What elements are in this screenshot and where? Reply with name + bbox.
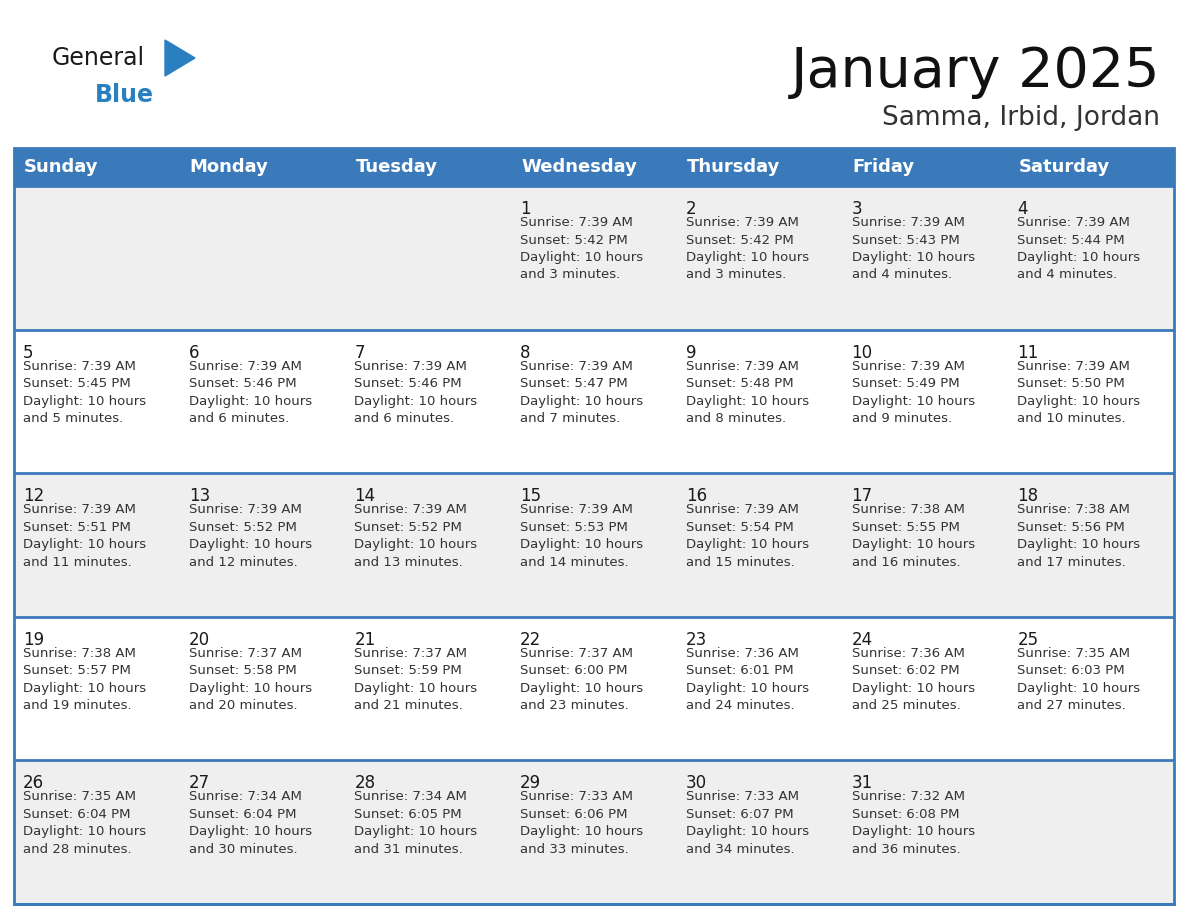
- Text: Sunrise: 7:34 AM
Sunset: 6:05 PM
Daylight: 10 hours
and 31 minutes.: Sunrise: 7:34 AM Sunset: 6:05 PM Dayligh…: [354, 790, 478, 856]
- Text: Sunrise: 7:39 AM
Sunset: 5:45 PM
Daylight: 10 hours
and 5 minutes.: Sunrise: 7:39 AM Sunset: 5:45 PM Dayligh…: [23, 360, 146, 425]
- Text: 19: 19: [23, 631, 44, 649]
- Text: Sunrise: 7:39 AM
Sunset: 5:47 PM
Daylight: 10 hours
and 7 minutes.: Sunrise: 7:39 AM Sunset: 5:47 PM Dayligh…: [520, 360, 643, 425]
- Text: 26: 26: [23, 775, 44, 792]
- Text: General: General: [52, 46, 145, 70]
- Text: Sunrise: 7:39 AM
Sunset: 5:51 PM
Daylight: 10 hours
and 11 minutes.: Sunrise: 7:39 AM Sunset: 5:51 PM Dayligh…: [23, 503, 146, 568]
- Text: 2: 2: [685, 200, 696, 218]
- Text: Blue: Blue: [95, 83, 154, 107]
- Text: 24: 24: [852, 631, 873, 649]
- Text: 30: 30: [685, 775, 707, 792]
- Polygon shape: [165, 40, 195, 76]
- Text: Sunrise: 7:37 AM
Sunset: 5:59 PM
Daylight: 10 hours
and 21 minutes.: Sunrise: 7:37 AM Sunset: 5:59 PM Dayligh…: [354, 647, 478, 712]
- Bar: [677, 148, 842, 186]
- Bar: [14, 617, 1174, 760]
- Text: Sunrise: 7:36 AM
Sunset: 6:01 PM
Daylight: 10 hours
and 24 minutes.: Sunrise: 7:36 AM Sunset: 6:01 PM Dayligh…: [685, 647, 809, 712]
- Text: 31: 31: [852, 775, 873, 792]
- Text: Sunrise: 7:38 AM
Sunset: 5:56 PM
Daylight: 10 hours
and 17 minutes.: Sunrise: 7:38 AM Sunset: 5:56 PM Dayligh…: [1017, 503, 1140, 568]
- Text: 8: 8: [520, 343, 531, 362]
- Text: Sunrise: 7:39 AM
Sunset: 5:42 PM
Daylight: 10 hours
and 3 minutes.: Sunrise: 7:39 AM Sunset: 5:42 PM Dayligh…: [685, 216, 809, 282]
- Bar: [346, 148, 511, 186]
- Text: 17: 17: [852, 487, 873, 505]
- Text: 23: 23: [685, 631, 707, 649]
- Text: 14: 14: [354, 487, 375, 505]
- Text: 5: 5: [23, 343, 33, 362]
- Text: 29: 29: [520, 775, 542, 792]
- Text: 20: 20: [189, 631, 210, 649]
- Text: Sunrise: 7:34 AM
Sunset: 6:04 PM
Daylight: 10 hours
and 30 minutes.: Sunrise: 7:34 AM Sunset: 6:04 PM Dayligh…: [189, 790, 311, 856]
- Text: Sunrise: 7:39 AM
Sunset: 5:53 PM
Daylight: 10 hours
and 14 minutes.: Sunrise: 7:39 AM Sunset: 5:53 PM Dayligh…: [520, 503, 643, 568]
- Text: Sunrise: 7:39 AM
Sunset: 5:43 PM
Daylight: 10 hours
and 4 minutes.: Sunrise: 7:39 AM Sunset: 5:43 PM Dayligh…: [852, 216, 974, 282]
- Text: Sunrise: 7:39 AM
Sunset: 5:48 PM
Daylight: 10 hours
and 8 minutes.: Sunrise: 7:39 AM Sunset: 5:48 PM Dayligh…: [685, 360, 809, 425]
- Bar: [1009, 148, 1174, 186]
- Text: Thursday: Thursday: [687, 158, 781, 176]
- Text: Sunrise: 7:39 AM
Sunset: 5:49 PM
Daylight: 10 hours
and 9 minutes.: Sunrise: 7:39 AM Sunset: 5:49 PM Dayligh…: [852, 360, 974, 425]
- Text: Samma, Irbid, Jordan: Samma, Irbid, Jordan: [881, 105, 1159, 131]
- Bar: [14, 186, 1174, 330]
- Bar: [511, 148, 677, 186]
- Text: Saturday: Saturday: [1018, 158, 1110, 176]
- Text: 4: 4: [1017, 200, 1028, 218]
- Bar: [14, 148, 1174, 904]
- Text: Sunrise: 7:37 AM
Sunset: 6:00 PM
Daylight: 10 hours
and 23 minutes.: Sunrise: 7:37 AM Sunset: 6:00 PM Dayligh…: [520, 647, 643, 712]
- Text: Sunrise: 7:32 AM
Sunset: 6:08 PM
Daylight: 10 hours
and 36 minutes.: Sunrise: 7:32 AM Sunset: 6:08 PM Dayligh…: [852, 790, 974, 856]
- Text: 21: 21: [354, 631, 375, 649]
- Text: Sunrise: 7:36 AM
Sunset: 6:02 PM
Daylight: 10 hours
and 25 minutes.: Sunrise: 7:36 AM Sunset: 6:02 PM Dayligh…: [852, 647, 974, 712]
- Text: Sunrise: 7:35 AM
Sunset: 6:03 PM
Daylight: 10 hours
and 27 minutes.: Sunrise: 7:35 AM Sunset: 6:03 PM Dayligh…: [1017, 647, 1140, 712]
- Text: Sunrise: 7:33 AM
Sunset: 6:07 PM
Daylight: 10 hours
and 34 minutes.: Sunrise: 7:33 AM Sunset: 6:07 PM Dayligh…: [685, 790, 809, 856]
- Text: Sunrise: 7:39 AM
Sunset: 5:42 PM
Daylight: 10 hours
and 3 minutes.: Sunrise: 7:39 AM Sunset: 5:42 PM Dayligh…: [520, 216, 643, 282]
- Text: Sunrise: 7:38 AM
Sunset: 5:57 PM
Daylight: 10 hours
and 19 minutes.: Sunrise: 7:38 AM Sunset: 5:57 PM Dayligh…: [23, 647, 146, 712]
- Bar: [179, 148, 346, 186]
- Text: 6: 6: [189, 343, 200, 362]
- Text: 16: 16: [685, 487, 707, 505]
- Text: 10: 10: [852, 343, 873, 362]
- Text: 7: 7: [354, 343, 365, 362]
- Text: Sunrise: 7:39 AM
Sunset: 5:52 PM
Daylight: 10 hours
and 12 minutes.: Sunrise: 7:39 AM Sunset: 5:52 PM Dayligh…: [189, 503, 311, 568]
- Text: 15: 15: [520, 487, 542, 505]
- Text: Sunrise: 7:38 AM
Sunset: 5:55 PM
Daylight: 10 hours
and 16 minutes.: Sunrise: 7:38 AM Sunset: 5:55 PM Dayligh…: [852, 503, 974, 568]
- Text: 22: 22: [520, 631, 542, 649]
- Bar: [14, 760, 1174, 904]
- Text: Sunday: Sunday: [24, 158, 99, 176]
- Text: Monday: Monday: [190, 158, 268, 176]
- Text: 27: 27: [189, 775, 210, 792]
- Text: Sunrise: 7:39 AM
Sunset: 5:54 PM
Daylight: 10 hours
and 15 minutes.: Sunrise: 7:39 AM Sunset: 5:54 PM Dayligh…: [685, 503, 809, 568]
- Text: Sunrise: 7:35 AM
Sunset: 6:04 PM
Daylight: 10 hours
and 28 minutes.: Sunrise: 7:35 AM Sunset: 6:04 PM Dayligh…: [23, 790, 146, 856]
- Text: 12: 12: [23, 487, 44, 505]
- Text: Tuesday: Tuesday: [355, 158, 437, 176]
- Text: 1: 1: [520, 200, 531, 218]
- Text: Sunrise: 7:39 AM
Sunset: 5:44 PM
Daylight: 10 hours
and 4 minutes.: Sunrise: 7:39 AM Sunset: 5:44 PM Dayligh…: [1017, 216, 1140, 282]
- Bar: [842, 148, 1009, 186]
- Text: 28: 28: [354, 775, 375, 792]
- Text: Sunrise: 7:39 AM
Sunset: 5:46 PM
Daylight: 10 hours
and 6 minutes.: Sunrise: 7:39 AM Sunset: 5:46 PM Dayligh…: [189, 360, 311, 425]
- Text: 9: 9: [685, 343, 696, 362]
- Text: Sunrise: 7:39 AM
Sunset: 5:52 PM
Daylight: 10 hours
and 13 minutes.: Sunrise: 7:39 AM Sunset: 5:52 PM Dayligh…: [354, 503, 478, 568]
- Text: 3: 3: [852, 200, 862, 218]
- Text: Sunrise: 7:37 AM
Sunset: 5:58 PM
Daylight: 10 hours
and 20 minutes.: Sunrise: 7:37 AM Sunset: 5:58 PM Dayligh…: [189, 647, 311, 712]
- Bar: [14, 148, 179, 186]
- Text: Sunrise: 7:39 AM
Sunset: 5:46 PM
Daylight: 10 hours
and 6 minutes.: Sunrise: 7:39 AM Sunset: 5:46 PM Dayligh…: [354, 360, 478, 425]
- Text: Sunrise: 7:33 AM
Sunset: 6:06 PM
Daylight: 10 hours
and 33 minutes.: Sunrise: 7:33 AM Sunset: 6:06 PM Dayligh…: [520, 790, 643, 856]
- Bar: [14, 330, 1174, 473]
- Text: 11: 11: [1017, 343, 1038, 362]
- Bar: [14, 473, 1174, 617]
- Text: 13: 13: [189, 487, 210, 505]
- Text: Friday: Friday: [853, 158, 915, 176]
- Text: Wednesday: Wednesday: [522, 158, 637, 176]
- Text: Sunrise: 7:39 AM
Sunset: 5:50 PM
Daylight: 10 hours
and 10 minutes.: Sunrise: 7:39 AM Sunset: 5:50 PM Dayligh…: [1017, 360, 1140, 425]
- Text: 25: 25: [1017, 631, 1038, 649]
- Text: 18: 18: [1017, 487, 1038, 505]
- Text: January 2025: January 2025: [790, 45, 1159, 99]
